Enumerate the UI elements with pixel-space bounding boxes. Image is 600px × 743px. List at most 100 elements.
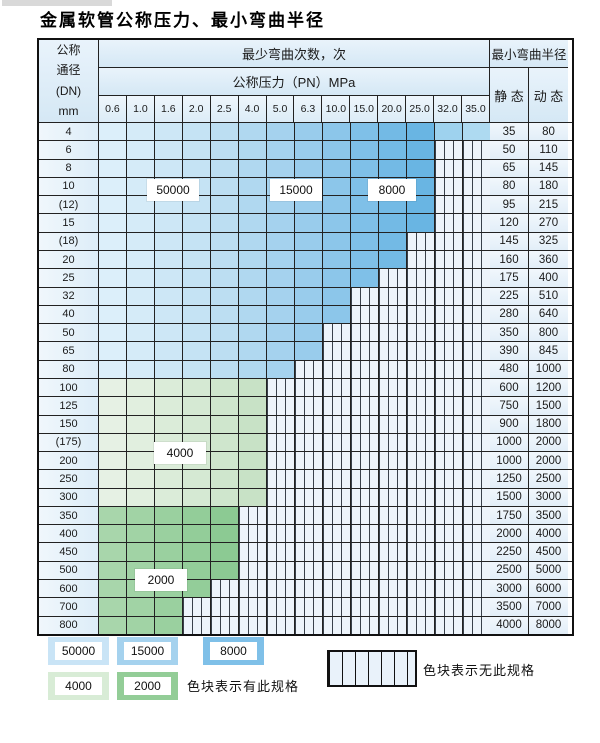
table-row: 450 2250 4500 xyxy=(39,543,572,562)
spec-available-cell xyxy=(295,324,323,342)
spec-unavailable-cell xyxy=(435,305,463,324)
spec-available-cell xyxy=(267,214,295,232)
pressure-cells xyxy=(99,378,490,397)
spec-unavailable-cell xyxy=(239,598,267,616)
spec-unavailable-cell xyxy=(351,470,379,488)
spec-unavailable-cell xyxy=(435,232,463,250)
dynamic-radius-cell: 7000 xyxy=(529,598,568,616)
spec-unavailable-cell xyxy=(463,159,490,177)
spec-unavailable-cell xyxy=(407,360,435,378)
table-header: 公称 通径 (DN) mm 最少弯曲次数，次 最小弯曲半径 公称压力（PN）MP… xyxy=(39,40,572,123)
spec-unavailable-cell xyxy=(323,342,351,360)
spec-available-cell xyxy=(183,342,211,360)
spec-unavailable-cell xyxy=(407,397,435,415)
legend-swatch: 8000 xyxy=(203,637,264,665)
spec-available-cell xyxy=(267,250,295,269)
spec-available-cell xyxy=(211,342,239,360)
spec-available-cell xyxy=(295,250,323,269)
static-radius-cell: 95 xyxy=(490,196,529,214)
spec-unavailable-cell xyxy=(239,525,267,543)
min-bend-radius-header: 最小弯曲半径 xyxy=(490,40,568,68)
static-column-header: 静 态 xyxy=(490,68,529,122)
spec-available-cell xyxy=(183,543,211,561)
spec-available-cell xyxy=(323,196,351,214)
dn-cell: 20 xyxy=(39,250,99,269)
spec-available-cell xyxy=(155,250,183,269)
spec-unavailable-cell xyxy=(407,415,435,433)
spec-available-cell xyxy=(155,525,183,543)
spec-unavailable-cell xyxy=(183,616,211,634)
spec-unavailable-cell xyxy=(379,433,407,452)
pressure-cells xyxy=(99,397,490,415)
spec-available-cell xyxy=(99,141,127,159)
spec-available-cell xyxy=(211,269,239,287)
spec-unavailable-cell xyxy=(351,397,379,415)
spec-available-cell xyxy=(127,214,155,232)
pressure-value-header: 6.3 xyxy=(294,96,323,122)
corner-line-3: (DN) xyxy=(55,83,82,98)
pressure-cells xyxy=(99,543,490,561)
spec-available-cell xyxy=(239,214,267,232)
spec-available-cell xyxy=(99,287,127,305)
spec-unavailable-cell xyxy=(407,470,435,488)
spec-unavailable-cell xyxy=(435,415,463,433)
spec-unavailable-cell xyxy=(463,433,490,452)
spec-unavailable-cell xyxy=(435,598,463,616)
pressure-cells xyxy=(99,159,490,177)
spec-available-cell xyxy=(155,305,183,324)
spec-available-cell xyxy=(267,360,295,378)
spec-unavailable-cell xyxy=(435,214,463,232)
spec-unavailable-cell xyxy=(351,488,379,506)
spec-unavailable-cell xyxy=(351,378,379,397)
spec-available-cell xyxy=(183,360,211,378)
spec-available-cell xyxy=(155,269,183,287)
spec-unavailable-cell xyxy=(295,433,323,452)
spec-unavailable-cell xyxy=(407,378,435,397)
spec-available-cell xyxy=(295,269,323,287)
spec-unavailable-cell xyxy=(323,580,351,598)
legend-swatch: 4000 xyxy=(48,672,109,700)
spec-available-cell xyxy=(183,250,211,269)
pressure-value-header: 20.0 xyxy=(378,96,407,122)
table-row: 600 3000 6000 xyxy=(39,580,572,599)
corner-header-dn: 公称 通径 (DN) mm xyxy=(39,40,99,122)
spec-available-cell xyxy=(183,232,211,250)
spec-available-cell xyxy=(127,360,155,378)
spec-unavailable-cell xyxy=(351,543,379,561)
spec-available-cell xyxy=(239,287,267,305)
spec-available-cell xyxy=(127,287,155,305)
spec-available-cell xyxy=(155,232,183,250)
spec-available-cell xyxy=(127,141,155,159)
spec-unavailable-cell xyxy=(267,433,295,452)
spec-unavailable-cell xyxy=(463,196,490,214)
spec-unavailable-cell xyxy=(351,561,379,580)
table-row: 800 4000 8000 xyxy=(39,616,572,634)
spec-available-cell xyxy=(351,269,379,287)
spec-available-cell xyxy=(183,397,211,415)
dn-cell: 100 xyxy=(39,378,99,397)
spec-unavailable-cell xyxy=(379,616,407,634)
spec-unavailable-cell xyxy=(379,525,407,543)
spec-unavailable-cell xyxy=(267,415,295,433)
spec-available-cell xyxy=(155,324,183,342)
spec-available-cell xyxy=(99,196,127,214)
dn-cell: 15 xyxy=(39,214,99,232)
spec-available-cell xyxy=(295,287,323,305)
spec-unavailable-cell xyxy=(295,561,323,580)
legend-swatch-value: 4000 xyxy=(55,677,102,695)
spec-available-cell xyxy=(155,598,183,616)
spec-unavailable-cell xyxy=(267,488,295,506)
spec-available-cell xyxy=(323,141,351,159)
spec-unavailable-cell xyxy=(407,324,435,342)
spec-available-cell xyxy=(155,141,183,159)
spec-available-cell xyxy=(211,561,239,580)
spec-available-cell xyxy=(211,305,239,324)
spec-unavailable-cell xyxy=(323,598,351,616)
dynamic-radius-cell: 4500 xyxy=(529,543,568,561)
spec-available-cell xyxy=(127,470,155,488)
pressure-cells xyxy=(99,415,490,433)
spec-available-cell xyxy=(295,342,323,360)
spec-unavailable-cell xyxy=(351,452,379,470)
spec-unavailable-cell xyxy=(267,452,295,470)
scan-artifact xyxy=(2,0,112,6)
